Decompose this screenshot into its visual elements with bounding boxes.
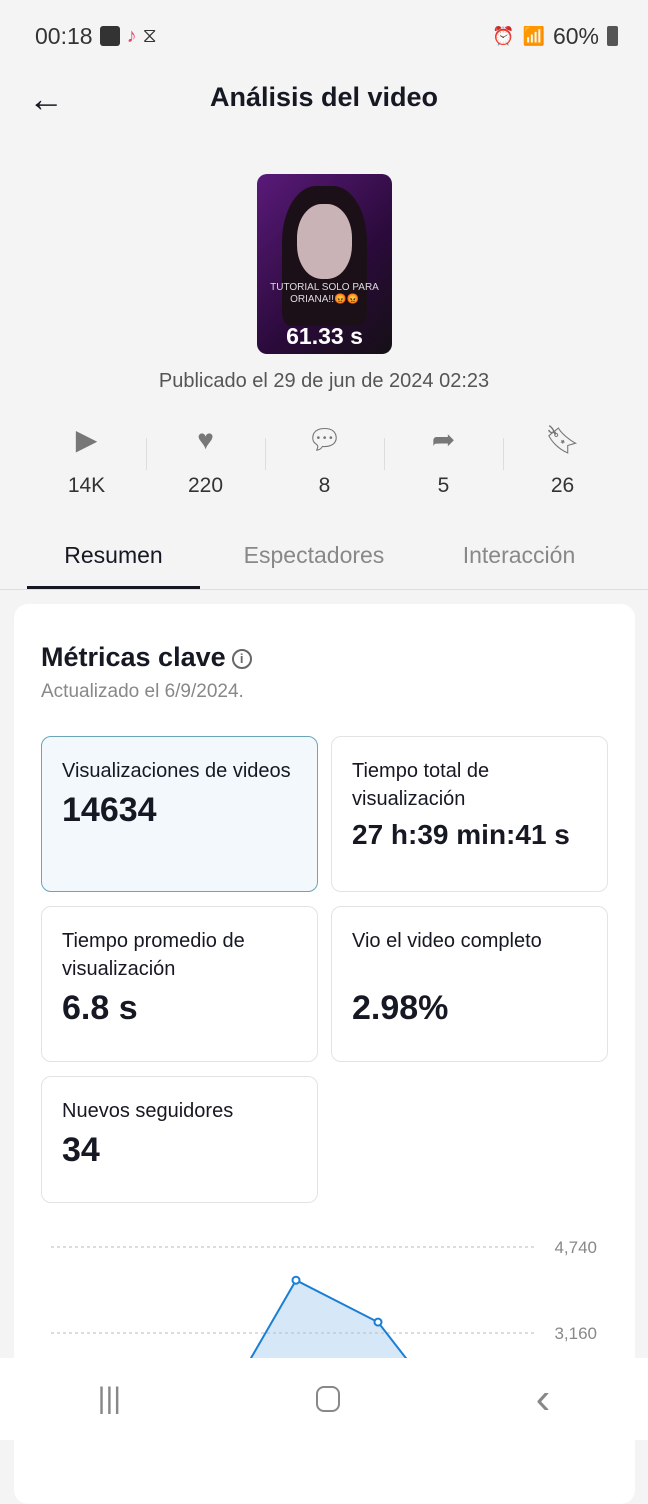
info-icon[interactable]: i	[231, 648, 252, 669]
y-tick-label: 4,740	[554, 1238, 597, 1257]
metric-completion[interactable]: Vio el video completo 2.98%	[331, 906, 608, 1062]
y-tick-label: 3,160	[554, 1324, 597, 1343]
stat-views: ▶ 14K	[27, 420, 146, 498]
heart-icon: ♥	[197, 424, 214, 455]
metric-label: Nuevos seguidores	[62, 1100, 234, 1122]
metric-label: Vio el video completo	[352, 930, 542, 952]
views-chart-svg: 4,740 3,160	[51, 1238, 597, 1358]
system-nav-bar: ||| ‹	[0, 1358, 648, 1440]
comment-icon: 💬︎	[306, 424, 343, 455]
metric-new-followers[interactable]: Nuevos seguidores 34	[41, 1076, 318, 1203]
tab-espectadores[interactable]: Espectadores	[243, 542, 385, 568]
chart-area	[251, 1280, 406, 1358]
shares-count: 5	[437, 474, 450, 497]
data-point	[291, 1275, 301, 1285]
tiktok-icon: ♪	[126, 24, 137, 47]
metric-total-watch-time[interactable]: Tiempo total de visualización 27 h:39 mi…	[331, 736, 608, 892]
gallery-icon	[99, 26, 120, 46]
wifi-icon: 📶	[522, 25, 545, 46]
thumbnail-face	[297, 204, 352, 279]
saves-count: 26	[550, 474, 575, 497]
metric-label: Tiempo promedio de visualización	[62, 930, 245, 980]
updated-date: Actualizado el 6/9/2024.	[41, 681, 244, 702]
metric-value: 34	[62, 1131, 100, 1169]
video-thumbnail[interactable]: TUTORIAL SOLO PARA ORIANA!!😡😡 61.33 s	[257, 174, 392, 354]
chart-line	[249, 1278, 408, 1358]
stat-likes: ♥ 220	[146, 420, 265, 498]
published-date: Publicado el 29 de jun de 2024 02:23	[158, 370, 490, 392]
metric-label: Visualizaciones de videos	[62, 760, 291, 782]
tab-bar: Resumen Espectadores Interacción	[0, 530, 648, 590]
likes-count: 220	[187, 474, 224, 497]
views-count: 14K	[67, 474, 106, 497]
recents-button[interactable]: |||	[97, 1382, 122, 1415]
home-button[interactable]	[316, 1386, 341, 1412]
arrow-left-icon[interactable]: ←	[28, 78, 64, 119]
capcut-icon: ⧖	[142, 24, 157, 47]
back-button[interactable]: ‹	[535, 1374, 551, 1423]
alarm-icon: ⏰	[492, 25, 515, 46]
stat-saves: 🔖︎ 26	[503, 420, 622, 498]
key-metrics-card: Métricas clave i Actualizado el 6/9/2024.…	[14, 604, 635, 1504]
play-icon: ▶	[75, 424, 98, 455]
video-stats: ▶ 14K ♥ 220 💬︎ 8 ➦ 5 🔖︎ 26	[27, 420, 622, 498]
metric-value: 6.8 s	[62, 989, 138, 1027]
share-icon: ➦	[431, 424, 456, 455]
metrics-heading: Métricas clave i	[41, 642, 252, 673]
bookmark-icon: 🔖︎	[544, 424, 581, 455]
tab-interaccion[interactable]: Interacción	[462, 542, 576, 568]
stat-shares: ➦ 5	[384, 420, 503, 498]
comments-count: 8	[318, 474, 331, 497]
tab-resumen[interactable]: Resumen	[27, 530, 200, 589]
battery-percent: 60%	[552, 22, 599, 49]
views-chart: 4,740 3,160	[14, 1224, 635, 1358]
stat-comments: 💬︎ 8	[265, 420, 384, 498]
metric-value: 14634	[62, 791, 157, 829]
battery-icon	[607, 26, 618, 46]
video-duration: 61.33 s	[286, 323, 363, 349]
status-bar: 00:18 ♪ ⧖ ⏰ 📶 60%	[35, 20, 618, 52]
page-title: Análisis del video	[209, 82, 439, 112]
clock: 00:18	[35, 22, 93, 49]
data-point	[373, 1317, 383, 1327]
video-caption: TUTORIAL SOLO PARA ORIANA!!😡😡	[270, 282, 379, 305]
metric-label: Tiempo total de visualización	[352, 760, 490, 810]
metric-value: 27 h:39 min:41 s	[352, 819, 570, 850]
metric-avg-watch-time[interactable]: Tiempo promedio de visualización 6.8 s	[41, 906, 318, 1062]
header: ← Análisis del video	[0, 72, 648, 122]
metrics-title: Métricas clave	[41, 642, 226, 672]
metric-value: 2.98%	[352, 989, 449, 1027]
metric-views[interactable]: Visualizaciones de videos 14634	[41, 736, 318, 892]
